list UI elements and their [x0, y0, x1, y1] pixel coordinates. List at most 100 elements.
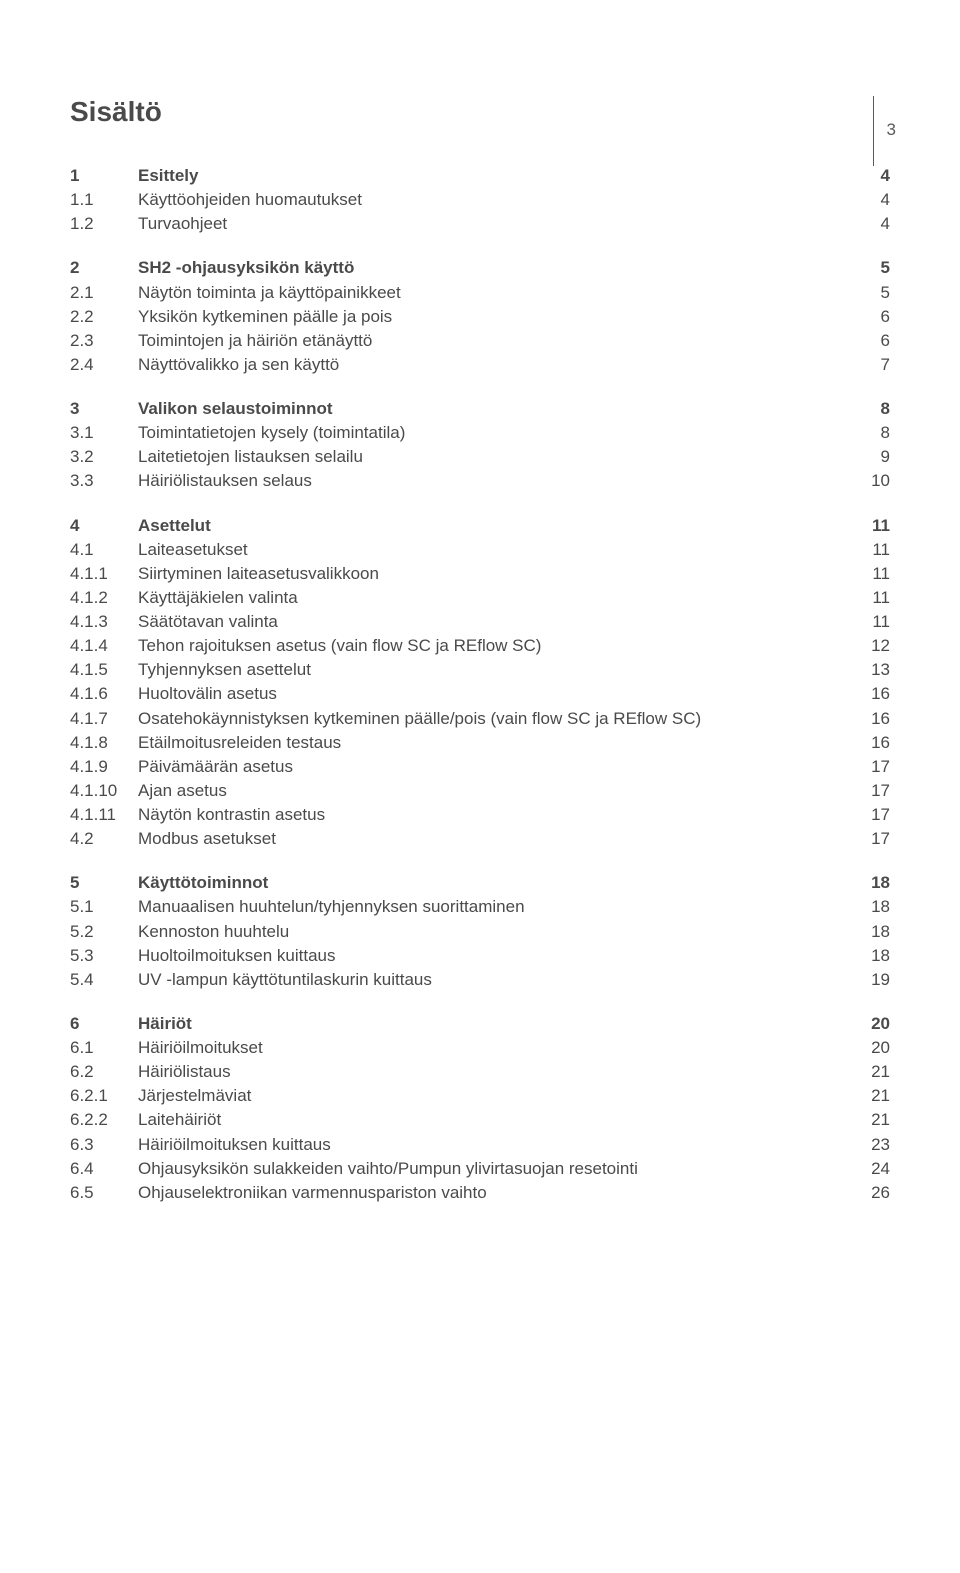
- toc-entry-page: 21: [850, 1108, 890, 1132]
- toc-row: 4.1.2Käyttäjäkielen valinta11: [70, 586, 890, 610]
- toc-row: 2.3Toimintojen ja häiriön etänäyttö6: [70, 329, 890, 353]
- toc-entry-label: Laitehäiriöt: [138, 1108, 850, 1132]
- toc-entry-label: Näytön toiminta ja käyttöpainikkeet: [138, 281, 850, 305]
- toc-entry-label: UV -lampun käyttötuntilaskurin kuittaus: [138, 968, 850, 992]
- toc-entry-label: Häiriölistauksen selaus: [138, 469, 850, 493]
- toc-entry-label: Käyttöohjeiden huomautukset: [138, 188, 850, 212]
- toc-entry-number: 6.2.2: [70, 1108, 138, 1132]
- toc-section: 5Käyttötoiminnot185.1Manuaalisen huuhtel…: [70, 871, 890, 992]
- toc-row: 4.1.11Näytön kontrastin asetus17: [70, 803, 890, 827]
- toc-section: 1Esittely41.1Käyttöohjeiden huomautukset…: [70, 164, 890, 236]
- toc-entry-page: 16: [850, 707, 890, 731]
- toc-entry-label: Valikon selaustoiminnot: [138, 397, 850, 421]
- toc-entry-page: 24: [850, 1157, 890, 1181]
- toc-entry-label: Osatehokäynnistyksen kytkeminen päälle/p…: [138, 707, 850, 731]
- toc-row: 3.2Laitetietojen listauksen selailu9: [70, 445, 890, 469]
- toc-entry-label: Käyttötoiminnot: [138, 871, 850, 895]
- toc-entry-number: 4.1.8: [70, 731, 138, 755]
- toc-row: 6.4Ohjausyksikön sulakkeiden vaihto/Pump…: [70, 1157, 890, 1181]
- toc-entry-label: Turvaohjeet: [138, 212, 850, 236]
- toc-entry-page: 23: [850, 1133, 890, 1157]
- toc-entry-page: 5: [850, 281, 890, 305]
- toc-entry-number: 3.1: [70, 421, 138, 445]
- toc-entry-number: 4.1.2: [70, 586, 138, 610]
- toc-entry-number: 3: [70, 397, 138, 421]
- toc-entry-page: 11: [850, 562, 890, 586]
- toc-row: 6.2Häiriölistaus21: [70, 1060, 890, 1084]
- toc-row: 6.1Häiriöilmoitukset20: [70, 1036, 890, 1060]
- toc-entry-page: 11: [850, 538, 890, 562]
- toc-entry-page: 7: [850, 353, 890, 377]
- toc-entry-number: 3.3: [70, 469, 138, 493]
- toc-entry-number: 4.1.1: [70, 562, 138, 586]
- toc-entry-number: 5.1: [70, 895, 138, 919]
- toc-row: 5.4UV -lampun käyttötuntilaskurin kuitta…: [70, 968, 890, 992]
- toc-entry-label: Häiriöilmoitukset: [138, 1036, 850, 1060]
- toc-row: 5.1Manuaalisen huuhtelun/tyhjennyksen su…: [70, 895, 890, 919]
- toc-entry-page: 4: [850, 188, 890, 212]
- toc-entry-number: 4.1: [70, 538, 138, 562]
- toc-row: 6.5Ohjauselektroniikan varmennuspariston…: [70, 1181, 890, 1205]
- toc-entry-number: 5.3: [70, 944, 138, 968]
- toc-entry-page: 11: [850, 514, 890, 538]
- toc-entry-page: 6: [850, 329, 890, 353]
- toc-entry-number: 4.1.10: [70, 779, 138, 803]
- toc-entry-page: 18: [850, 895, 890, 919]
- toc-entry-page: 16: [850, 682, 890, 706]
- toc-section: 2SH2 -ohjausyksikön käyttö52.1Näytön toi…: [70, 256, 890, 377]
- toc-entry-label: Etäilmoitusreleiden testaus: [138, 731, 850, 755]
- toc-entry-number: 1.2: [70, 212, 138, 236]
- toc-entry-label: Järjestelmäviat: [138, 1084, 850, 1108]
- toc-row: 1.2Turvaohjeet4: [70, 212, 890, 236]
- toc-entry-page: 26: [850, 1181, 890, 1205]
- toc-entry-number: 2.1: [70, 281, 138, 305]
- toc-row: 4.1.5Tyhjennyksen asettelut13: [70, 658, 890, 682]
- toc-row: 4.1.4Tehon rajoituksen asetus (vain flow…: [70, 634, 890, 658]
- toc-row: 5Käyttötoiminnot18: [70, 871, 890, 895]
- toc-entry-page: 20: [850, 1012, 890, 1036]
- toc-entry-label: Asettelut: [138, 514, 850, 538]
- toc-entry-label: Kennoston huuhtelu: [138, 920, 850, 944]
- toc-entry-page: 4: [850, 164, 890, 188]
- toc-row: 5.2Kennoston huuhtelu18: [70, 920, 890, 944]
- toc-row: 3Valikon selaustoiminnot8: [70, 397, 890, 421]
- toc-entry-label: Ajan asetus: [138, 779, 850, 803]
- toc-entry-page: 21: [850, 1084, 890, 1108]
- toc-entry-page: 4: [850, 212, 890, 236]
- toc-entry-label: Huoltoilmoituksen kuittaus: [138, 944, 850, 968]
- toc-entry-label: Esittely: [138, 164, 850, 188]
- page-title: Sisältö: [70, 96, 890, 128]
- toc-entry-page: 13: [850, 658, 890, 682]
- toc-entry-page: 17: [850, 779, 890, 803]
- toc-row: 6Häiriöt20: [70, 1012, 890, 1036]
- toc-entry-label: Näyttövalikko ja sen käyttö: [138, 353, 850, 377]
- toc-entry-page: 5: [850, 256, 890, 280]
- toc-entry-label: Toimintojen ja häiriön etänäyttö: [138, 329, 850, 353]
- toc-entry-number: 4.1.7: [70, 707, 138, 731]
- toc-entry-number: 6.2: [70, 1060, 138, 1084]
- toc-entry-number: 6.2.1: [70, 1084, 138, 1108]
- document-page: 3 Sisältö 1Esittely41.1Käyttöohjeiden hu…: [0, 96, 960, 1573]
- toc-row: 4.1Laiteasetukset11: [70, 538, 890, 562]
- toc-row: 2.1Näytön toiminta ja käyttöpainikkeet5: [70, 281, 890, 305]
- toc-entry-label: Huoltovälin asetus: [138, 682, 850, 706]
- toc-entry-number: 4.1.6: [70, 682, 138, 706]
- toc-entry-page: 9: [850, 445, 890, 469]
- toc-entry-page: 18: [850, 944, 890, 968]
- toc-entry-number: 4: [70, 514, 138, 538]
- toc-entry-number: 3.2: [70, 445, 138, 469]
- toc-row: 1.1Käyttöohjeiden huomautukset4: [70, 188, 890, 212]
- toc-entry-number: 2: [70, 256, 138, 280]
- toc-entry-number: 2.3: [70, 329, 138, 353]
- toc-row: 4Asettelut11: [70, 514, 890, 538]
- toc-entry-label: Laiteasetukset: [138, 538, 850, 562]
- toc-entry-number: 6.1: [70, 1036, 138, 1060]
- toc-entry-page: 21: [850, 1060, 890, 1084]
- toc-entry-page: 19: [850, 968, 890, 992]
- toc-row: 5.3Huoltoilmoituksen kuittaus18: [70, 944, 890, 968]
- toc-row: 6.2.2Laitehäiriöt21: [70, 1108, 890, 1132]
- toc-row: 2.4Näyttövalikko ja sen käyttö7: [70, 353, 890, 377]
- toc-entry-label: Siirtyminen laiteasetusvalikkoon: [138, 562, 850, 586]
- toc-row: 4.1.8Etäilmoitusreleiden testaus16: [70, 731, 890, 755]
- toc-entry-label: Laitetietojen listauksen selailu: [138, 445, 850, 469]
